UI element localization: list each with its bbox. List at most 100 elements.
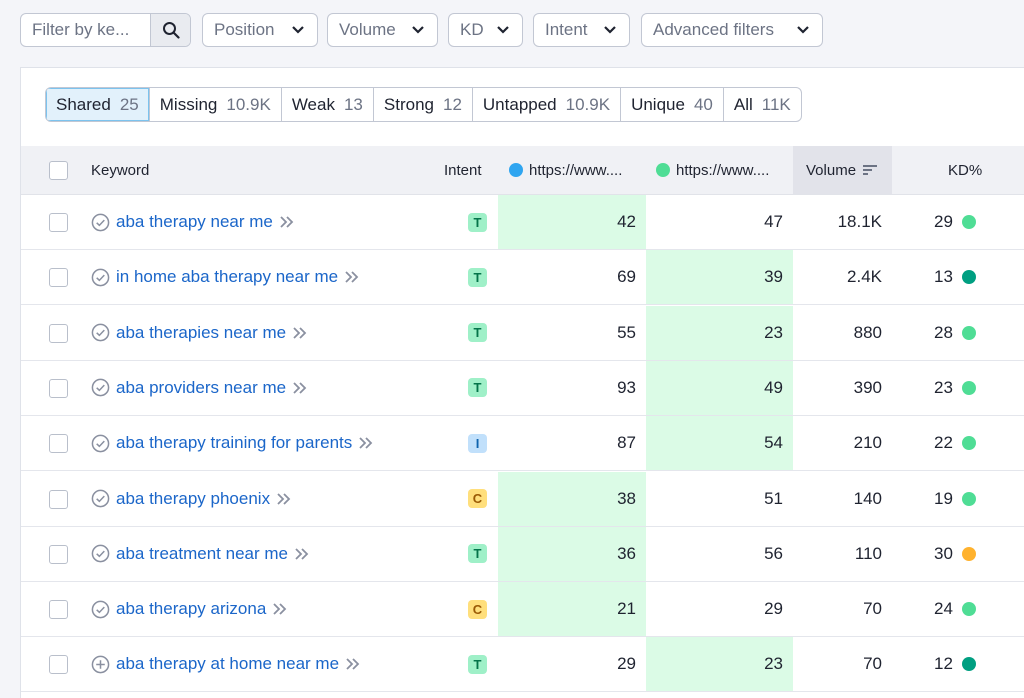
check-circle-icon[interactable] [91,600,110,619]
segment-tab-strong[interactable]: Strong 12 [372,88,472,121]
kd-value: 22 [934,433,953,453]
row-checkbox[interactable] [49,489,68,509]
position-dropdown[interactable]: Position [202,13,318,47]
double-chevron-right-icon[interactable] [294,547,310,561]
keyword-cell: aba therapy at home near me [91,637,361,691]
header-keyword[interactable]: Keyword [91,161,150,179]
double-chevron-right-icon[interactable] [292,326,308,340]
kd-cell: 23 [934,361,976,415]
volume-value: 2.4K [847,267,882,287]
header-intent[interactable]: Intent [444,161,482,179]
keyword-cell: aba therapy phoenix [91,472,292,526]
check-circle-icon[interactable] [91,544,110,563]
row-checkbox[interactable] [49,268,68,288]
header-domain-2-label: https://www.... [676,161,770,179]
keyword-filter [20,13,191,47]
double-chevron-right-icon[interactable] [279,215,295,229]
segment-tab-shared[interactable]: Shared 25 [46,88,149,121]
row-checkbox[interactable] [49,600,68,620]
segment-tab-untapped[interactable]: Untapped 10.9K [471,88,620,121]
double-chevron-right-icon[interactable] [292,381,308,395]
intent-badge: T [468,544,487,564]
sort-descending-icon [863,165,878,175]
kd-value: 23 [934,377,953,397]
double-chevron-right-icon[interactable] [345,657,361,671]
row-checkbox[interactable] [49,434,68,454]
keyword-link[interactable]: aba providers near me [116,377,287,397]
intent-dropdown-label: Intent [545,20,588,39]
domain-1-position: 21 [498,582,646,637]
row-checkbox[interactable] [49,213,68,232]
chevron-down-icon [604,26,616,34]
table-row: aba therapy phoenix C 38 51 140 19 [21,471,1024,527]
intent-badge: C [468,489,487,508]
keyword-link[interactable]: aba treatment near me [116,543,288,563]
select-all-checkbox[interactable] [49,161,68,180]
double-chevron-right-icon[interactable] [272,602,288,616]
keyword-link[interactable]: aba therapies near me [116,322,287,342]
segment-tab-all[interactable]: All 11K [722,88,801,121]
volume-value: 18.1K [837,212,882,231]
domain-2-color-dot [656,163,670,177]
position-dropdown-label: Position [214,20,275,39]
segment-tab-count: 10.9K [565,94,611,114]
check-circle-icon[interactable] [91,378,110,397]
intent-cell: I [468,416,487,470]
keyword-link[interactable]: in home aba therapy near me [116,267,339,287]
kd-difficulty-dot [961,546,976,561]
intent-badge: C [468,599,487,619]
domain-1-position: 69 [617,267,636,287]
header-kd[interactable]: KD% [948,161,983,179]
check-circle-icon[interactable] [91,489,110,508]
header-volume[interactable]: Volume [793,146,892,194]
volume-value: 880 [853,322,882,342]
volume-dropdown[interactable]: Volume [327,13,438,47]
segment-tab-label: Weak [291,94,335,114]
double-chevron-right-icon[interactable] [344,270,360,284]
chevron-down-icon [497,26,509,34]
header-domain-2[interactable]: https://www.... [656,146,769,194]
check-circle-icon[interactable] [91,434,110,453]
kd-dropdown[interactable]: KD [448,13,523,47]
intent-cell: C [468,582,487,636]
header-domain-1[interactable]: https://www.... [509,146,622,194]
segment-tab-missing[interactable]: Missing 10.9K [148,88,281,121]
keyword-link[interactable]: aba therapy arizona [116,599,267,619]
row-checkbox[interactable] [49,544,68,564]
double-chevron-right-icon[interactable] [276,492,292,506]
plus-circle-icon[interactable] [91,655,110,674]
domain-2-position: 49 [646,360,793,415]
check-circle-icon[interactable] [91,268,110,287]
table-row: in home aba therapy near me T 69 39 2.4K 13 [21,250,1024,306]
kd-difficulty-dot [961,215,976,229]
keyword-link[interactable]: aba therapy phoenix [116,488,271,508]
check-circle-icon[interactable] [91,323,110,342]
keyword-filter-input[interactable] [21,14,152,46]
search-button[interactable] [150,14,190,46]
segment-tab-weak[interactable]: Weak 13 [280,88,373,121]
intent-dropdown[interactable]: Intent [533,13,630,47]
intent-cell: C [468,472,487,526]
header-volume-label: Volume [806,161,857,179]
volume-value: 110 [854,543,882,563]
segment-tab-count: 25 [119,94,139,114]
intent-cell: T [468,195,487,249]
filter-bar: Position Volume KD Intent Advanced filte… [20,13,1020,47]
keyword-link[interactable]: aba therapy near me [116,212,273,231]
row-checkbox[interactable] [49,655,68,675]
domain-1-position: 87 [617,433,636,453]
segment-tab-unique[interactable]: Unique 40 [620,88,723,121]
double-chevron-right-icon[interactable] [358,436,374,450]
advanced-filters-dropdown[interactable]: Advanced filters [641,13,823,47]
intent-cell: T [468,361,487,415]
kd-cell: 19 [934,472,976,526]
kd-value: 19 [934,488,953,508]
row-checkbox[interactable] [49,323,68,343]
keyword-link[interactable]: aba therapy at home near me [116,654,340,674]
segment-tab-label: Shared [56,94,111,114]
domain-2-position: 47 [764,212,783,231]
check-circle-icon[interactable] [91,213,110,232]
volume-value: 210 [853,433,882,453]
row-checkbox[interactable] [49,378,68,398]
keyword-link[interactable]: aba therapy training for parents [116,433,353,453]
